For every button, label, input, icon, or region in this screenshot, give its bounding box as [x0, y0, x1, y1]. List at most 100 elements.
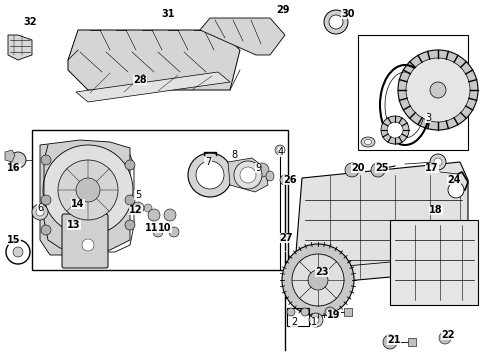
Circle shape — [254, 163, 268, 177]
FancyBboxPatch shape — [62, 214, 108, 268]
Circle shape — [187, 153, 231, 197]
Polygon shape — [227, 158, 267, 192]
Bar — [389, 220, 477, 305]
Text: 12: 12 — [129, 205, 142, 215]
Circle shape — [291, 254, 343, 306]
Circle shape — [169, 227, 179, 237]
Bar — [286, 308, 308, 326]
Polygon shape — [294, 162, 467, 285]
Circle shape — [380, 116, 408, 144]
Text: 8: 8 — [230, 150, 237, 160]
Ellipse shape — [265, 171, 273, 181]
Circle shape — [76, 178, 100, 202]
Circle shape — [125, 160, 135, 170]
Circle shape — [274, 145, 285, 155]
Circle shape — [43, 145, 133, 235]
Circle shape — [286, 308, 294, 316]
Circle shape — [308, 313, 323, 327]
Text: 14: 14 — [71, 199, 84, 209]
Circle shape — [36, 208, 44, 216]
Circle shape — [386, 122, 402, 138]
Circle shape — [280, 175, 289, 185]
Circle shape — [125, 195, 135, 205]
Circle shape — [153, 227, 163, 237]
Polygon shape — [200, 18, 285, 55]
Text: 4: 4 — [277, 147, 284, 157]
Text: 2: 2 — [290, 317, 297, 327]
Text: 11: 11 — [145, 223, 159, 233]
Circle shape — [282, 244, 353, 316]
Text: 13: 13 — [67, 220, 81, 230]
Circle shape — [196, 161, 224, 189]
Circle shape — [405, 58, 469, 122]
Polygon shape — [8, 35, 32, 60]
Circle shape — [447, 182, 463, 198]
Polygon shape — [76, 72, 229, 102]
Text: 30: 30 — [341, 9, 354, 19]
Text: 28: 28 — [133, 75, 146, 85]
Text: 27: 27 — [279, 233, 292, 243]
Text: 20: 20 — [350, 163, 364, 173]
Circle shape — [163, 209, 176, 221]
Polygon shape — [68, 30, 240, 90]
Ellipse shape — [364, 140, 371, 144]
Text: 17: 17 — [425, 163, 438, 173]
Text: 6: 6 — [37, 203, 43, 213]
Circle shape — [41, 155, 51, 165]
Text: 19: 19 — [326, 310, 340, 320]
Text: 25: 25 — [374, 163, 388, 173]
Text: 15: 15 — [7, 235, 20, 245]
Text: 7: 7 — [204, 157, 211, 167]
Circle shape — [429, 82, 445, 98]
Polygon shape — [5, 150, 15, 162]
Circle shape — [76, 233, 100, 257]
Text: 3: 3 — [424, 113, 430, 123]
Circle shape — [41, 225, 51, 235]
Circle shape — [148, 209, 160, 221]
Circle shape — [301, 308, 308, 316]
Text: 10: 10 — [158, 223, 171, 233]
Circle shape — [433, 158, 441, 166]
Circle shape — [58, 160, 118, 220]
Circle shape — [32, 204, 48, 220]
Circle shape — [370, 163, 384, 177]
Circle shape — [382, 335, 396, 349]
Polygon shape — [40, 140, 130, 255]
Circle shape — [240, 167, 256, 183]
Text: 16: 16 — [7, 163, 20, 173]
Bar — [357, 35, 467, 150]
Circle shape — [82, 239, 94, 251]
Circle shape — [234, 161, 262, 189]
Circle shape — [328, 15, 342, 29]
Bar — [32, 130, 287, 270]
Text: 24: 24 — [447, 175, 460, 185]
Text: 5: 5 — [135, 190, 141, 200]
Circle shape — [325, 307, 334, 317]
Circle shape — [324, 10, 347, 34]
Bar — [407, 338, 415, 346]
Circle shape — [132, 202, 143, 214]
Circle shape — [125, 220, 135, 230]
Text: 22: 22 — [440, 330, 454, 340]
Ellipse shape — [360, 137, 374, 147]
Circle shape — [429, 154, 445, 170]
Bar — [343, 308, 351, 316]
Circle shape — [438, 332, 450, 344]
Text: 1: 1 — [310, 317, 316, 327]
Text: 32: 32 — [23, 17, 37, 27]
Circle shape — [41, 195, 51, 205]
Text: 23: 23 — [315, 267, 328, 277]
Circle shape — [6, 240, 30, 264]
Circle shape — [13, 247, 23, 257]
Circle shape — [397, 50, 477, 130]
Circle shape — [10, 152, 26, 168]
Circle shape — [312, 317, 318, 323]
Text: 29: 29 — [276, 5, 289, 15]
Text: 26: 26 — [283, 175, 296, 185]
Circle shape — [307, 270, 327, 290]
Polygon shape — [68, 200, 80, 216]
Circle shape — [345, 163, 358, 177]
Text: 31: 31 — [161, 9, 174, 19]
Text: 21: 21 — [386, 335, 400, 345]
Text: 9: 9 — [254, 163, 261, 173]
